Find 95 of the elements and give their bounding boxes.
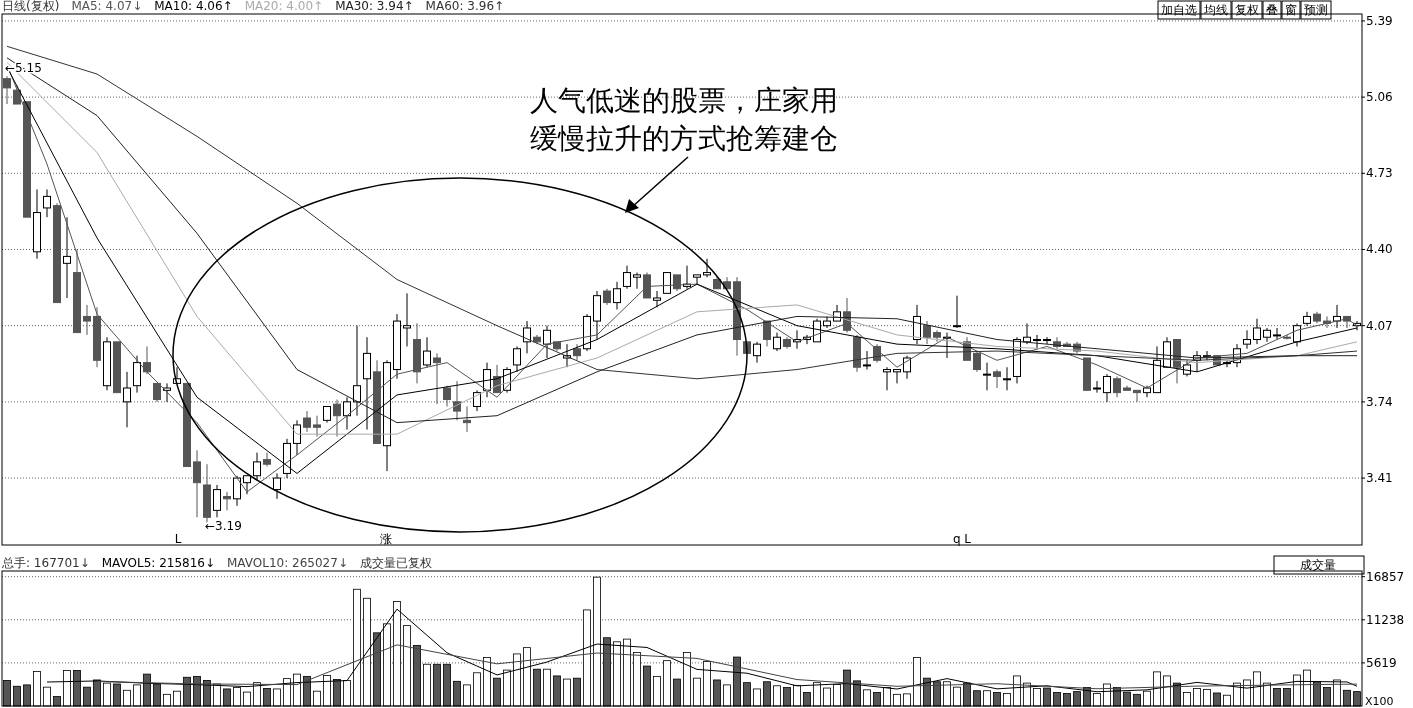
candlestick — [423, 336, 431, 368]
annotation: 加自选 — [1161, 3, 1197, 17]
text: MA20: 4.00↑ — [244, 0, 324, 13]
candlestick — [753, 341, 761, 364]
candlestick — [1003, 366, 1011, 391]
annotation: 涨 — [380, 532, 392, 546]
text: MA10: 4.06↑ — [154, 0, 233, 13]
candlestick — [653, 290, 661, 308]
candlestick — [333, 399, 341, 437]
candlestick — [1253, 318, 1261, 345]
annotation: 预测 — [1304, 3, 1328, 17]
y-tick-label: 3.41 — [1366, 471, 1393, 486]
candlestick — [163, 382, 171, 403]
candlestick — [273, 472, 281, 500]
y-tick-label: 5619 — [1366, 655, 1397, 670]
candlestick — [243, 475, 251, 495]
candlestick — [623, 265, 631, 290]
candlestick — [1323, 315, 1331, 329]
annotation: 窗 — [1285, 3, 1297, 17]
candlestick — [613, 281, 621, 311]
text: MAVOL10: 265027↓ — [227, 556, 348, 570]
candlestick — [773, 332, 781, 352]
candlestick — [463, 405, 471, 433]
candlestick — [253, 452, 261, 481]
y-tick-label: 16857 — [1366, 569, 1405, 584]
y-tick-label: 5.06 — [1366, 90, 1393, 105]
candlestick — [633, 272, 641, 290]
text: 总手: 167701↓ — [1, 556, 90, 570]
y-tick-label: 11238 — [1366, 612, 1405, 627]
candlestick — [893, 369, 901, 384]
candlestick — [233, 475, 241, 507]
annotation: ←3.19 — [205, 519, 242, 533]
candlestick — [313, 415, 321, 437]
candlestick — [473, 389, 481, 412]
annotation: 叠 — [1266, 3, 1278, 17]
candlestick — [693, 274, 701, 285]
candlestick — [403, 292, 411, 347]
text: MAVOL5: 215816↓ — [101, 556, 216, 570]
text: X100 — [1365, 695, 1394, 708]
candlestick — [303, 410, 311, 433]
annotation: 均线 — [1203, 3, 1228, 17]
candlestick — [543, 325, 551, 359]
candlestick — [353, 325, 361, 417]
candlestick — [153, 382, 161, 403]
candlestick — [343, 396, 351, 431]
text: 成交量已复权 — [359, 556, 432, 570]
annotation: 人气低迷的股票，庄家用缓慢拉升的方式抢筹建仓 — [530, 85, 838, 154]
candlestick — [983, 362, 991, 391]
line-series — [96, 644, 1358, 690]
candlestick — [1283, 334, 1291, 341]
candlestick — [63, 216, 71, 299]
candlestick — [433, 352, 441, 405]
text: MA30: 3.94↑ — [335, 0, 414, 13]
annotation: L — [174, 532, 182, 546]
candlestick — [43, 188, 51, 218]
candlestick — [83, 304, 91, 336]
candlestick — [993, 369, 1001, 389]
candlestick — [1033, 334, 1041, 350]
candlestick — [913, 304, 921, 345]
candlestick — [1273, 327, 1281, 341]
candlestick — [923, 320, 931, 345]
y-tick-label: 4.07 — [1366, 318, 1393, 333]
candlestick — [1103, 373, 1111, 403]
candlestick — [133, 355, 141, 394]
candlestick — [883, 366, 891, 391]
y-tick-label: 3.74 — [1366, 394, 1393, 409]
candlestick — [123, 371, 131, 428]
y-tick-label: 4.73 — [1366, 166, 1393, 181]
candlestick — [263, 452, 271, 467]
candlestick — [213, 484, 221, 518]
text: 日线(复权) — [2, 0, 60, 13]
candlestick — [1243, 329, 1251, 350]
candlestick — [513, 345, 521, 373]
candlestick — [1133, 389, 1141, 403]
candlestick — [953, 295, 961, 329]
candlestick — [223, 491, 231, 511]
candlestick — [703, 258, 711, 278]
annotation: 复权 — [1235, 3, 1259, 17]
candlestick — [1113, 375, 1121, 398]
candlestick — [663, 272, 671, 294]
candlestick — [1043, 336, 1051, 345]
candlestick — [1093, 380, 1101, 394]
text: MA5: 4.07↓ — [71, 0, 143, 13]
annotation: q L — [952, 532, 972, 546]
y-tick-label: 4.40 — [1366, 242, 1393, 257]
annotation: 成交量 — [1300, 558, 1336, 572]
candlestick — [973, 350, 981, 373]
y-tick-label: 5.39 — [1366, 13, 1393, 28]
text: MA60: 3.96↑ — [425, 0, 505, 13]
candlestick — [293, 419, 301, 456]
candlestick — [763, 320, 771, 347]
candlestick — [643, 272, 651, 299]
candlestick — [863, 350, 871, 371]
candlestick — [193, 449, 201, 518]
candlestick — [523, 320, 531, 354]
